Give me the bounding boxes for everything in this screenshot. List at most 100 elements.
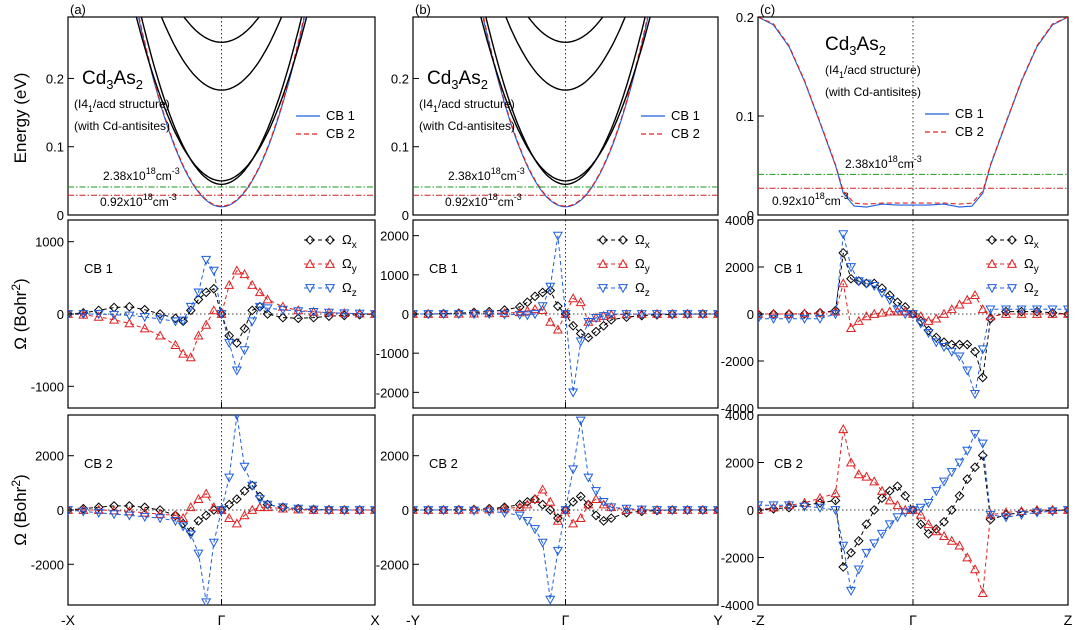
point-omega-y — [568, 293, 579, 303]
y-tick-label: 0.2 — [736, 10, 754, 25]
density-mantissa: 0.92x10 — [445, 195, 488, 209]
point-omega-z — [621, 504, 632, 514]
point-omega-z — [869, 539, 880, 549]
point-omega-z — [254, 302, 265, 312]
legend-label-omega-x: Ωx — [1024, 232, 1039, 251]
point-omega-x — [530, 494, 540, 505]
point-omega-x — [846, 547, 856, 558]
omega-symbol: Ω — [1024, 232, 1034, 247]
point-omega-z — [712, 310, 718, 320]
point-omega-z — [537, 302, 548, 312]
point-omega-x — [201, 510, 212, 521]
density-mantissa: 2.38x10 — [448, 169, 491, 183]
legend-label-omega-z: Ωz — [342, 280, 357, 299]
point-omega-y — [962, 294, 973, 304]
point-omega-y — [208, 305, 219, 315]
point-omega-z — [185, 302, 196, 312]
point-omega-x — [923, 528, 934, 539]
y-tick-label: 0 — [747, 208, 754, 223]
formula-subscript: 2 — [136, 77, 143, 92]
point-omega-z — [1062, 305, 1068, 315]
series-line-omega-y — [413, 488, 718, 525]
point-omega-z — [568, 465, 579, 475]
point-omega-z — [201, 255, 212, 265]
point-omega-z — [323, 506, 334, 516]
point-omega-z — [560, 506, 571, 516]
point-omega-y — [985, 311, 996, 321]
density-mantissa: 2.38x10 — [103, 169, 146, 183]
point-omega-x — [758, 309, 763, 319]
legend-label-omega-x: Ωx — [342, 232, 357, 251]
y-tick-label: -2000 — [721, 551, 754, 566]
point-omega-z — [438, 310, 449, 320]
point-omega-y — [915, 509, 926, 519]
y-tick-label: 0 — [57, 307, 64, 322]
series-line-omega-z — [758, 433, 1068, 593]
point-omega-z — [293, 307, 304, 317]
point-omega-x — [185, 305, 196, 316]
omega-symbol: Ω — [635, 256, 645, 271]
band-cb1 — [137, 17, 306, 208]
legend-marker-omega-x — [305, 235, 315, 245]
panel-r1-c1: 0 0.1 0.2 (a) Cd3As2 (I41/acd structure) (with… — [46, 2, 376, 223]
point-omega-x — [124, 501, 135, 511]
y-tick-label: -4000 — [721, 401, 754, 416]
legend-marker-omega-z — [1006, 284, 1018, 294]
point-omega-z — [954, 352, 965, 362]
point-omega-x — [1016, 306, 1027, 317]
band-cb1 — [482, 17, 649, 208]
point-omega-z — [946, 468, 957, 478]
point-omega-x — [93, 502, 104, 513]
point-omega-x — [522, 496, 533, 507]
density-label-low: 0.92x1018cm-3 — [772, 191, 849, 208]
legend-marker-omega-z — [304, 284, 316, 294]
point-omega-z — [78, 507, 89, 517]
legend-marker-omega-x — [618, 235, 628, 245]
panel-r3-c2: 2000 0 -2000 -Y Γ Y CB 2 — [376, 414, 723, 628]
band-label: CB 2 — [429, 456, 458, 471]
point-omega-x — [1063, 309, 1068, 319]
point-omega-z — [423, 506, 434, 516]
band-label: CB 1 — [774, 261, 803, 276]
point-omega-y — [109, 505, 120, 515]
band-higher — [485, 17, 646, 186]
omega-axis-text: Ω (Bohr — [11, 486, 30, 545]
point-omega-y — [1016, 505, 1027, 516]
point-omega-z — [247, 317, 258, 327]
legend-label-omega-z: Ωz — [1024, 280, 1039, 299]
point-omega-z — [814, 314, 826, 324]
point-omega-z — [962, 446, 973, 456]
point-omega-z — [861, 279, 872, 289]
point-omega-x — [231, 338, 242, 348]
point-omega-z — [962, 366, 973, 376]
material-formula: Cd3As2 — [82, 68, 143, 92]
point-omega-z — [233, 415, 240, 421]
y-axis-title-omega-cb1: Ω (Bohr2) — [9, 278, 30, 349]
point-omega-z — [682, 310, 693, 320]
point-omega-y — [884, 495, 895, 505]
point-omega-x — [193, 515, 204, 526]
point-omega-y — [923, 315, 934, 325]
point-omega-y — [869, 476, 880, 486]
legend-label-omega-y: Ωy — [342, 256, 357, 275]
point-omega-z — [529, 310, 541, 320]
point-omega-x — [537, 287, 548, 298]
point-omega-z — [239, 346, 250, 356]
formula-part: As — [114, 68, 136, 89]
point-omega-y — [247, 504, 258, 514]
point-omega-x — [861, 519, 872, 530]
point-omega-y — [178, 348, 189, 358]
point-omega-x — [758, 505, 763, 515]
omega-subscript: y — [645, 264, 650, 275]
point-omega-y — [884, 306, 895, 316]
omega-subscript: z — [352, 288, 357, 299]
point-omega-z — [438, 506, 449, 516]
point-omega-x — [877, 493, 887, 504]
point-omega-y — [931, 313, 942, 323]
point-omega-y — [838, 278, 849, 288]
point-omega-z — [1016, 305, 1027, 315]
point-omega-z — [598, 312, 609, 322]
point-omega-y — [178, 512, 189, 523]
panel-label: (b) — [415, 2, 431, 17]
